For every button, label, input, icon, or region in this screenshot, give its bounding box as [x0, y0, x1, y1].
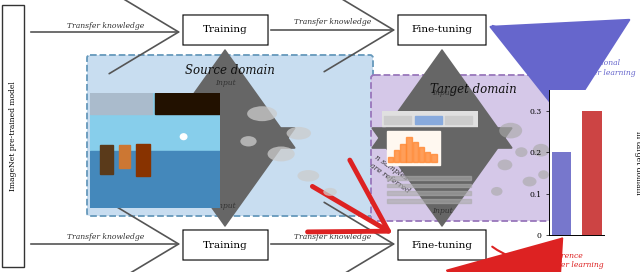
- Bar: [155, 93, 220, 114]
- Bar: [425, 152, 431, 162]
- Text: Input: Input: [214, 202, 236, 210]
- Ellipse shape: [533, 144, 549, 157]
- Ellipse shape: [247, 106, 277, 121]
- Ellipse shape: [515, 147, 527, 157]
- Bar: [100, 145, 113, 174]
- Bar: [552, 152, 571, 235]
- Text: ImageNet pre-trained model: ImageNet pre-trained model: [9, 81, 17, 191]
- Ellipse shape: [268, 147, 295, 161]
- Bar: [384, 116, 411, 124]
- Ellipse shape: [538, 170, 549, 179]
- Text: n-reference
transfer learning: n-reference transfer learning: [538, 252, 604, 269]
- Text: Fine-tuning: Fine-tuning: [412, 240, 472, 249]
- Bar: [394, 150, 399, 162]
- Ellipse shape: [497, 159, 513, 170]
- Text: Training: Training: [203, 240, 248, 249]
- Bar: [118, 145, 131, 168]
- Text: Transfer knowledge: Transfer knowledge: [67, 233, 145, 241]
- Ellipse shape: [298, 170, 319, 181]
- Bar: [388, 157, 393, 162]
- Bar: [387, 176, 471, 180]
- FancyBboxPatch shape: [87, 55, 373, 216]
- Circle shape: [180, 134, 187, 140]
- Bar: [582, 111, 602, 235]
- Text: Input: Input: [214, 79, 236, 87]
- Text: n samples
are referred: n samples are referred: [368, 154, 417, 195]
- Ellipse shape: [241, 136, 257, 147]
- Bar: [136, 144, 150, 176]
- Text: Transfer knowledge: Transfer knowledge: [67, 22, 145, 30]
- FancyBboxPatch shape: [398, 230, 486, 260]
- Bar: [406, 137, 412, 162]
- Text: Fine-tuning: Fine-tuning: [412, 26, 472, 35]
- FancyBboxPatch shape: [2, 5, 24, 267]
- Bar: [419, 147, 424, 162]
- Bar: [382, 111, 478, 126]
- Bar: [415, 116, 442, 124]
- Bar: [90, 93, 152, 114]
- FancyBboxPatch shape: [183, 15, 268, 45]
- Bar: [387, 191, 471, 195]
- Text: Conventional
transfer learning: Conventional transfer learning: [570, 59, 636, 77]
- Text: Training: Training: [203, 26, 248, 35]
- FancyBboxPatch shape: [371, 75, 575, 221]
- Text: Target domain: Target domain: [429, 84, 516, 97]
- Ellipse shape: [499, 123, 522, 138]
- FancyBboxPatch shape: [398, 15, 486, 45]
- Ellipse shape: [491, 187, 502, 196]
- Bar: [90, 93, 220, 153]
- Y-axis label: Performance
in target domain: Performance in target domain: [634, 131, 640, 194]
- Text: Transfer knowledge: Transfer knowledge: [294, 18, 372, 26]
- Bar: [90, 150, 220, 208]
- Ellipse shape: [287, 127, 311, 140]
- Text: Input: Input: [431, 207, 452, 215]
- Ellipse shape: [523, 177, 536, 187]
- Bar: [413, 142, 418, 162]
- Text: Transfer knowledge: Transfer knowledge: [294, 233, 372, 241]
- Bar: [400, 144, 406, 162]
- Bar: [387, 199, 471, 203]
- Bar: [387, 131, 440, 165]
- Text: Input: Input: [431, 89, 452, 97]
- Bar: [431, 154, 436, 162]
- Bar: [445, 116, 472, 124]
- Ellipse shape: [323, 188, 337, 196]
- FancyBboxPatch shape: [183, 230, 268, 260]
- Bar: [387, 184, 471, 187]
- Text: Source domain: Source domain: [185, 63, 275, 76]
